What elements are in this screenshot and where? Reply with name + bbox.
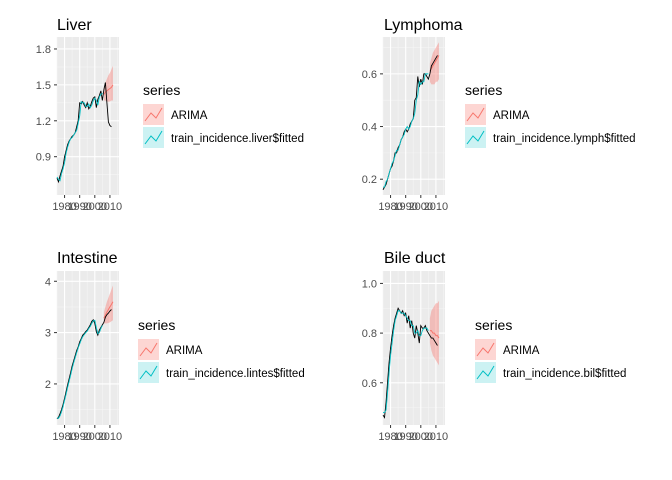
y-tick-label: 0.2: [362, 174, 377, 186]
legend-label: ARIMA: [166, 345, 203, 357]
x-tick-label: 2000: [83, 201, 107, 213]
forecast-mean-line: [103, 84, 114, 95]
legend-key-fill: [138, 339, 159, 360]
legend-key-line: [476, 365, 495, 380]
panel-title: Intestine: [57, 250, 118, 267]
legend: series ARIMA train_incidence.bil$fitted: [475, 317, 626, 383]
x-tick-label: 1980: [378, 201, 402, 213]
panel-background: [383, 271, 445, 425]
legend-item-fitted: train_incidence.lintes$fitted: [138, 362, 305, 383]
x-tick-label: 1990: [393, 201, 417, 213]
legend-item-arima: ARIMA: [138, 339, 203, 360]
y-tick-label: 1.0: [362, 278, 377, 290]
x-tick-label: 1980: [52, 201, 76, 213]
legend-key-line: [466, 107, 485, 122]
legend-label: train_incidence.liver$fitted: [171, 133, 304, 145]
legend-key-line: [144, 130, 163, 145]
x-tick-label: 2010: [424, 431, 448, 443]
legend-title: series: [138, 317, 175, 333]
legend-item-fitted: train_incidence.liver$fitted: [143, 127, 304, 148]
legend-label: ARIMA: [493, 110, 530, 122]
fitted-series-line: [56, 92, 103, 182]
panel-background: [57, 271, 119, 425]
y-tick-label: 1.5: [36, 80, 51, 92]
fitted-series-line: [383, 310, 429, 414]
x-tick-label: 1990: [67, 431, 91, 443]
observed-series-line: [382, 307, 438, 419]
legend-title: series: [143, 82, 180, 98]
legend: series ARIMA train_incidence.liver$fitted: [143, 82, 304, 148]
legend-item-arima: ARIMA: [143, 104, 208, 125]
y-tick-label: 3: [45, 328, 51, 340]
panel-title: Lymphoma: [384, 17, 463, 34]
legend-label: train_incidence.bil$fitted: [503, 368, 626, 380]
y-tick-label: 4: [45, 276, 51, 288]
panel-title: Bile duct: [384, 250, 446, 267]
y-tick-label: 2: [45, 379, 51, 391]
forecast-mean-line: [429, 330, 440, 339]
x-tick-label: 1990: [67, 201, 91, 213]
legend-key-fill: [465, 104, 486, 125]
y-tick-label: 0.6: [362, 69, 377, 81]
legend-key-fill: [475, 339, 496, 360]
y-tick-label: 0.4: [362, 122, 377, 134]
legend-key-fill: [143, 127, 164, 148]
legend-label: train_incidence.lymph$fitted: [493, 133, 636, 145]
x-tick-label: 2000: [409, 201, 433, 213]
legend-key-fill: [143, 104, 164, 125]
legend-item-arima: ARIMA: [465, 104, 530, 125]
legend-key-line: [139, 365, 158, 380]
x-tick-label: 1990: [393, 431, 417, 443]
x-tick-label: 2010: [98, 201, 122, 213]
legend: series ARIMA train_incidence.lintes$fitted: [138, 317, 305, 383]
legend-item-arima: ARIMA: [475, 339, 540, 360]
y-tick-label: 1.8: [36, 44, 51, 56]
x-tick-label: 1980: [52, 431, 76, 443]
legend-key-fill: [138, 362, 159, 383]
y-tick-label: 0.8: [362, 328, 377, 340]
legend-title: series: [465, 82, 502, 98]
y-tick-label: 1.2: [36, 116, 51, 128]
x-tick-label: 1980: [378, 431, 402, 443]
observed-series-line: [56, 309, 112, 420]
legend-key-fill: [465, 127, 486, 148]
fitted-series-line: [56, 319, 103, 419]
legend: series ARIMA train_incidence.lymph$fitted: [465, 82, 636, 148]
legend-label: train_incidence.lintes$fitted: [166, 368, 305, 380]
panel-background: [57, 37, 119, 195]
legend-key-fill: [475, 362, 496, 383]
observed-series-line: [56, 82, 112, 184]
x-tick-label: 2000: [409, 431, 433, 443]
legend-key-line: [144, 107, 163, 122]
observed-series-line: [382, 55, 438, 190]
legend-label: ARIMA: [171, 110, 208, 122]
forecast-mean-line: [103, 301, 114, 319]
x-tick-label: 2010: [98, 431, 122, 443]
legend-key-line: [139, 342, 158, 357]
panel-title: Liver: [57, 17, 92, 34]
legend-key-line: [476, 342, 495, 357]
forecast-mean-line: [429, 55, 440, 72]
legend-title: series: [475, 317, 512, 333]
y-tick-label: 0.9: [36, 152, 51, 164]
legend-key-line: [466, 130, 485, 145]
x-tick-label: 2000: [83, 431, 107, 443]
fitted-series-line: [383, 73, 429, 188]
legend-item-fitted: train_incidence.bil$fitted: [475, 362, 626, 383]
legend-label: ARIMA: [503, 345, 540, 357]
y-tick-label: 0.6: [362, 378, 377, 390]
legend-item-fitted: train_incidence.lymph$fitted: [465, 127, 636, 148]
x-tick-label: 2010: [424, 201, 448, 213]
